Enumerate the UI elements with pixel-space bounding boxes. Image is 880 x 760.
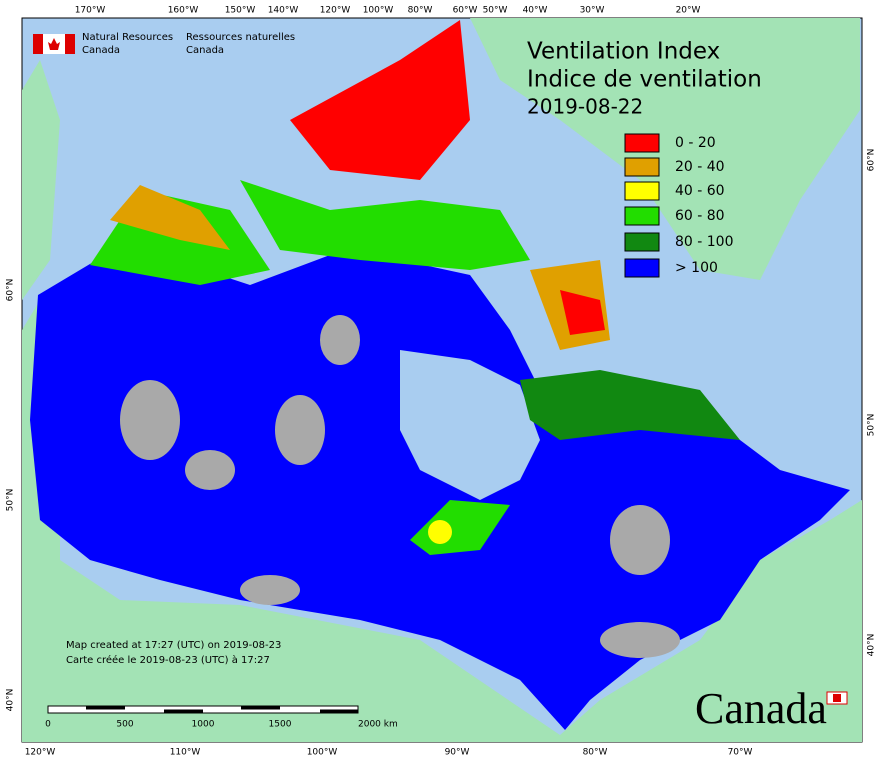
- gray-patch: [320, 315, 360, 365]
- flag-band: [33, 34, 43, 54]
- hudson-bay: [400, 350, 540, 500]
- graticule-label: 140°W: [268, 6, 299, 16]
- graticule-label: 100°W: [307, 748, 338, 758]
- gray-patch: [600, 622, 680, 658]
- labrador-red: [560, 290, 605, 335]
- agency-en-country: Canada: [82, 45, 120, 56]
- graticule-label: 50°W: [483, 6, 508, 16]
- scale-label: 500: [116, 720, 133, 730]
- legend-swatch: [624, 133, 660, 153]
- legend-swatch: [624, 232, 660, 252]
- graticule-label: 100°W: [363, 6, 394, 16]
- arctic-red: [290, 20, 470, 180]
- gray-patch: [185, 450, 235, 490]
- scale-segment: [86, 706, 125, 710]
- graticule-label: 160°W: [168, 6, 199, 16]
- graticule-label: 60°N: [6, 279, 16, 302]
- wordmark: Canada: [695, 684, 827, 733]
- agency-en: Natural Resources: [82, 32, 173, 43]
- greenland: [470, 18, 860, 280]
- legend-swatch: [624, 181, 660, 201]
- russia: [22, 60, 60, 300]
- graticule-label: 120°W: [320, 6, 351, 16]
- lakes: [120, 315, 680, 658]
- scale-segment: [164, 709, 203, 713]
- graticule-label: 70°W: [728, 748, 753, 758]
- legend-label: 0 - 20: [675, 135, 716, 151]
- arctic-green: [240, 180, 530, 270]
- scale-segment: [241, 706, 280, 710]
- scale-label: 1000: [192, 720, 215, 730]
- scale-label: 0: [45, 720, 51, 730]
- legend-swatch: [624, 157, 660, 177]
- graticule-label: 80°W: [583, 748, 608, 758]
- gray-patch: [240, 575, 300, 605]
- legend-swatch: [624, 206, 660, 226]
- legend-label: > 100: [675, 260, 718, 276]
- legend-swatch: [624, 258, 660, 278]
- legend-label: 20 - 40: [675, 159, 725, 175]
- graticule-label: 20°W: [676, 6, 701, 16]
- scale-label: 2000 km: [358, 720, 398, 730]
- north-yukon-core: [110, 185, 230, 250]
- legend-label: 60 - 80: [675, 208, 725, 224]
- graticule-label: 120°W: [25, 748, 56, 758]
- graticule-label: 60°N: [867, 149, 877, 172]
- flag-band: [65, 34, 75, 54]
- graticule-label: 40°N: [867, 634, 877, 657]
- graticule-label: 90°W: [445, 748, 470, 758]
- graticule-label: 30°W: [580, 6, 605, 16]
- graticule-label: 50°N: [6, 489, 16, 512]
- agency-fr: Ressources naturelles: [186, 32, 295, 43]
- title-date: 2019-08-22: [527, 95, 643, 119]
- ontario-yellow: [428, 520, 452, 544]
- legend-label: 80 - 100: [675, 234, 734, 250]
- agency-fr-country: Canada: [186, 45, 224, 56]
- credit-fr: Carte créée le 2019-08-23 (UTC) à 17:27: [66, 654, 270, 666]
- credit-en: Map created at 17:27 (UTC) on 2019-08-23: [66, 640, 281, 651]
- scale-segment: [320, 709, 358, 713]
- us-land: [22, 300, 862, 742]
- graticule-label: 110°W: [170, 748, 201, 758]
- gray-patch: [120, 380, 180, 460]
- legend-label: 40 - 60: [675, 183, 725, 199]
- graticule-label: 80°W: [408, 6, 433, 16]
- gray-patch: [610, 505, 670, 575]
- flag-leaf: [48, 38, 60, 50]
- quebec-north-shore: [520, 370, 740, 440]
- title-fr: Indice de ventilation: [527, 67, 762, 93]
- graticule-label: 40°W: [523, 6, 548, 16]
- graticule-label: 50°N: [867, 414, 877, 437]
- scale-label: 1500: [269, 720, 292, 730]
- graticule-label: 60°W: [453, 6, 478, 16]
- wordmark-leaf: [833, 694, 841, 702]
- graticule-label: 170°W: [75, 6, 106, 16]
- graticule-label: 40°N: [6, 689, 16, 712]
- canada-mainland: [30, 255, 850, 730]
- gray-patch: [275, 395, 325, 465]
- graticule-label: 150°W: [225, 6, 256, 16]
- title-en: Ventilation Index: [527, 39, 720, 65]
